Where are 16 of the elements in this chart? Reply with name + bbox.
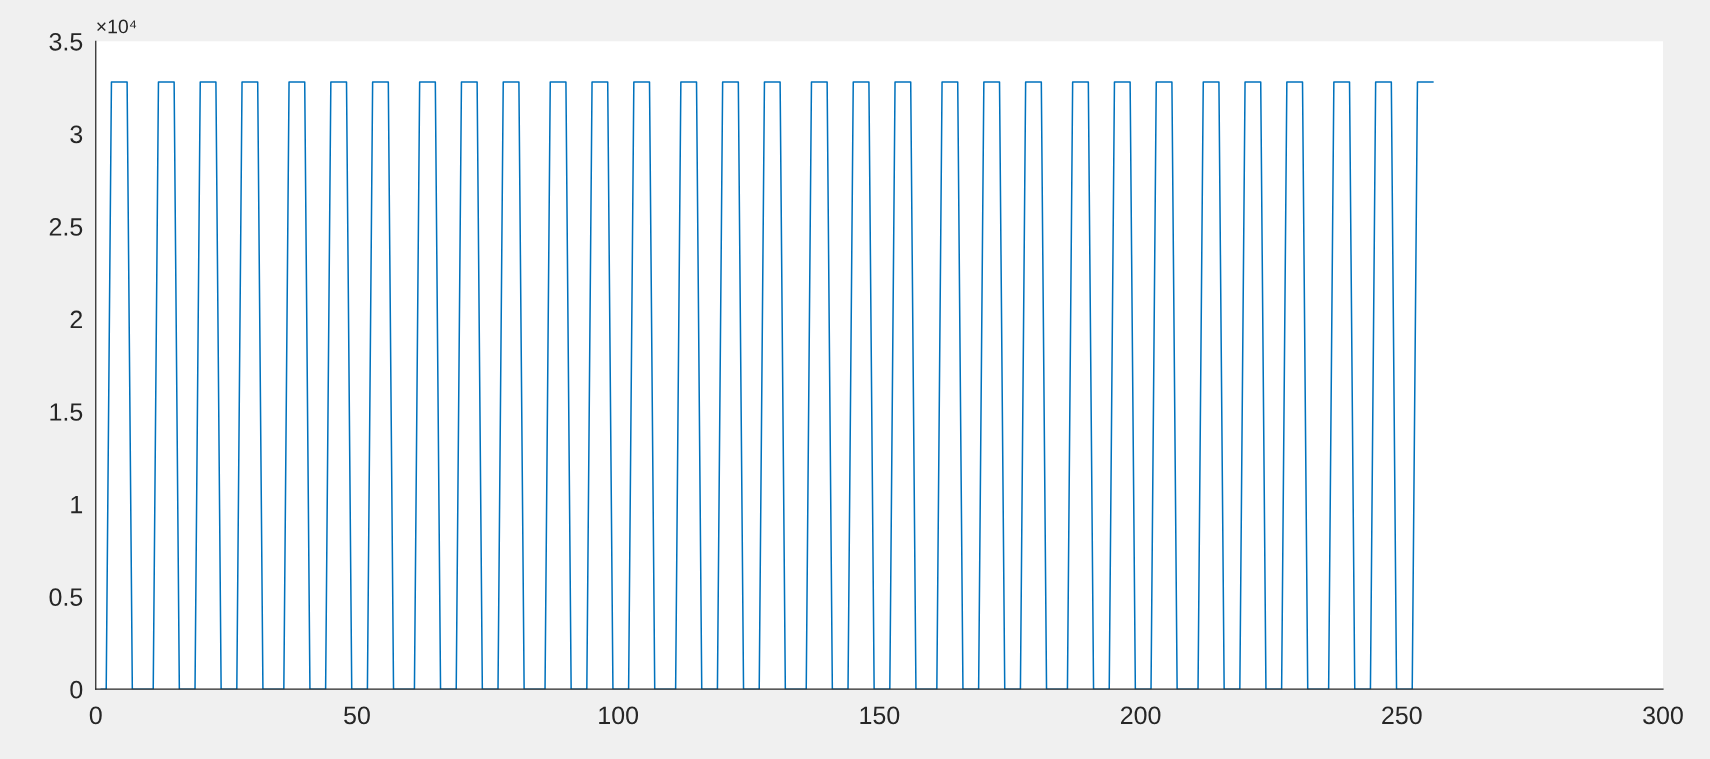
y-tick-label: 2.5 xyxy=(49,218,83,236)
y-tick-label: 0.5 xyxy=(49,588,83,606)
y-tick-label: 2 xyxy=(70,310,83,329)
y-tick-label: 1 xyxy=(71,495,83,514)
y-tick-label: 0 xyxy=(70,680,83,699)
x-tick-label: 250 xyxy=(1382,706,1422,725)
text: ×10⁴ xyxy=(97,19,137,34)
y-tick-label: 1.5 xyxy=(50,403,83,421)
x-tick-label: 50 xyxy=(344,706,370,725)
x-tick-label: 100 xyxy=(599,706,639,725)
y-tick-label: 3 xyxy=(70,125,83,144)
y-tick-label: 3.5 xyxy=(49,32,83,51)
x-tick-label: 300 xyxy=(1643,706,1683,725)
x-tick-label: 150 xyxy=(860,706,900,725)
x-tick-label: 200 xyxy=(1120,706,1161,725)
x-tick-label: 0 xyxy=(89,706,102,725)
